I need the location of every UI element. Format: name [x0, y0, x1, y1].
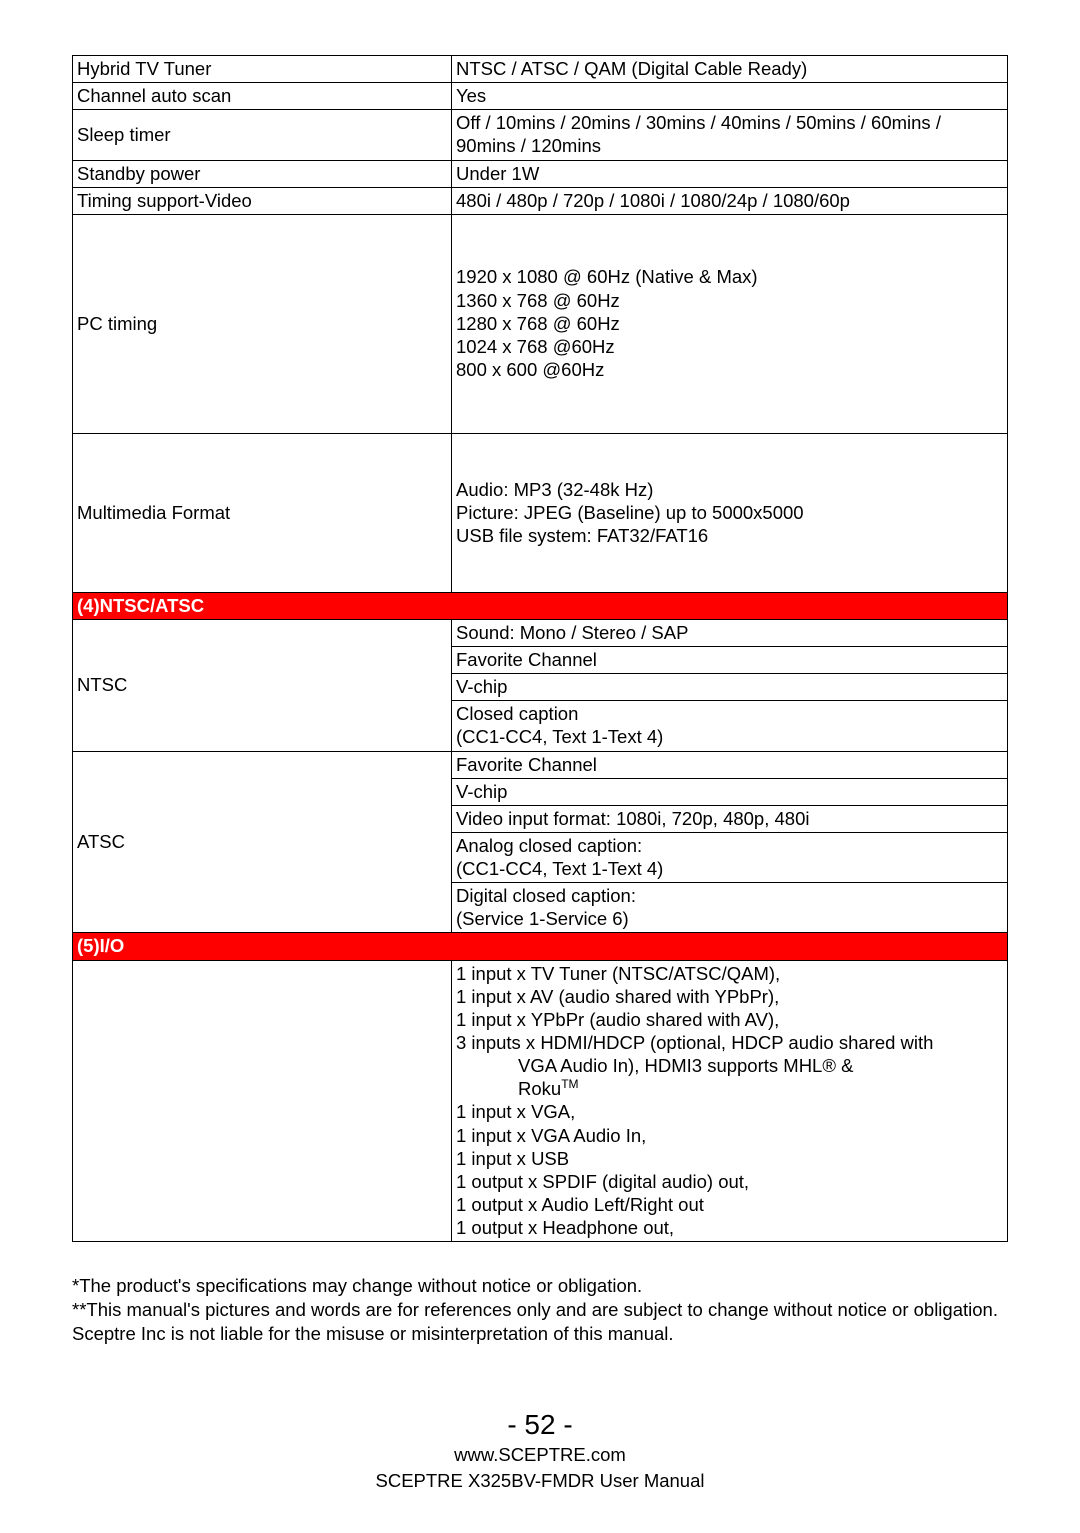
- io-line: 1 output x Headphone out,: [456, 1217, 674, 1238]
- io-line: 1 input x TV Tuner (NTSC/ATSC/QAM),: [456, 963, 780, 984]
- spec-value: Yes: [452, 83, 1008, 110]
- spec-value: Digital closed caption: (Service 1-Servi…: [452, 883, 1008, 933]
- section-header-io: (5)I/O: [73, 933, 1008, 960]
- footnotes: *The product's specifications may change…: [72, 1274, 1008, 1346]
- table-row: Standby power Under 1W: [73, 160, 1008, 187]
- footnote-line: *The product's specifications may change…: [72, 1274, 1008, 1298]
- section-header-ntsc-atsc: (4)NTSC/ATSC: [73, 592, 1008, 619]
- spec-value: Video input format: 1080i, 720p, 480p, 4…: [452, 805, 1008, 832]
- spec-value: Favorite Channel: [452, 647, 1008, 674]
- io-roku: Roku: [518, 1078, 561, 1099]
- table-row: ATSC Favorite Channel: [73, 751, 1008, 778]
- spec-value: Off / 10mins / 20mins / 30mins / 40mins …: [452, 110, 1008, 160]
- spec-value: Under 1W: [452, 160, 1008, 187]
- footnote-line: **This manual's pictures and words are f…: [72, 1298, 1008, 1346]
- section-title: (4)NTSC/ATSC: [73, 592, 1008, 619]
- io-line: 1 input x AV (audio shared with YPbPr),: [456, 986, 779, 1007]
- table-row: Sleep timer Off / 10mins / 20mins / 30mi…: [73, 110, 1008, 160]
- spec-value: Favorite Channel: [452, 751, 1008, 778]
- spec-value: 1920 x 1080 @ 60Hz (Native & Max) 1360 x…: [452, 214, 1008, 433]
- footer-manual: SCEPTRE X325BV-FMDR User Manual: [0, 1469, 1080, 1493]
- io-line: 3 inputs x HDMI/HDCP (optional, HDCP aud…: [456, 1032, 933, 1053]
- page-footer: - 52 - www.SCEPTRE.com SCEPTRE X325BV-FM…: [0, 1409, 1080, 1493]
- spec-value: Closed caption (CC1-CC4, Text 1-Text 4): [452, 701, 1008, 751]
- spec-label: Sleep timer: [73, 110, 452, 160]
- table-row: PC timing 1920 x 1080 @ 60Hz (Native & M…: [73, 214, 1008, 433]
- page: Hybrid TV Tuner NTSC / ATSC / QAM (Digit…: [0, 0, 1080, 1533]
- section-title: (5)I/O: [73, 933, 1008, 960]
- io-line: 1 input x USB: [456, 1148, 569, 1169]
- spec-table: Hybrid TV Tuner NTSC / ATSC / QAM (Digit…: [72, 55, 1008, 1242]
- spec-label: PC timing: [73, 214, 452, 433]
- io-line: 1 output x Audio Left/Right out: [456, 1194, 704, 1215]
- spec-label: [73, 960, 452, 1242]
- table-row: Multimedia Format Audio: MP3 (32-48k Hz)…: [73, 433, 1008, 592]
- io-line: 1 input x VGA Audio In,: [456, 1125, 646, 1146]
- io-line-indent: VGA Audio In), HDMI3 supports MHL® &: [456, 1054, 1003, 1077]
- spec-label: ATSC: [73, 751, 452, 933]
- io-line: 1 input x YPbPr (audio shared with AV),: [456, 1009, 779, 1030]
- table-row: Channel auto scan Yes: [73, 83, 1008, 110]
- table-row: Timing support-Video 480i / 480p / 720p …: [73, 187, 1008, 214]
- page-number: - 52 -: [0, 1409, 1080, 1441]
- table-row: NTSC Sound: Mono / Stereo / SAP: [73, 619, 1008, 646]
- spec-label: Multimedia Format: [73, 433, 452, 592]
- io-line-indent: RokuTM: [456, 1077, 1003, 1100]
- trademark-superscript: TM: [561, 1077, 578, 1091]
- spec-label: Standby power: [73, 160, 452, 187]
- spec-label: NTSC: [73, 619, 452, 751]
- io-line: 1 input x VGA,: [456, 1101, 575, 1122]
- spec-label: Channel auto scan: [73, 83, 452, 110]
- footer-url: www.SCEPTRE.com: [0, 1443, 1080, 1467]
- io-line: 1 output x SPDIF (digital audio) out,: [456, 1171, 749, 1192]
- spec-label: Timing support-Video: [73, 187, 452, 214]
- spec-value: 1 input x TV Tuner (NTSC/ATSC/QAM), 1 in…: [452, 960, 1008, 1242]
- spec-value: Analog closed caption: (CC1-CC4, Text 1-…: [452, 832, 1008, 882]
- spec-value: Audio: MP3 (32-48k Hz) Picture: JPEG (Ba…: [452, 433, 1008, 592]
- table-row: Hybrid TV Tuner NTSC / ATSC / QAM (Digit…: [73, 56, 1008, 83]
- spec-value: Sound: Mono / Stereo / SAP: [452, 619, 1008, 646]
- spec-value: NTSC / ATSC / QAM (Digital Cable Ready): [452, 56, 1008, 83]
- spec-label: Hybrid TV Tuner: [73, 56, 452, 83]
- spec-value: V-chip: [452, 674, 1008, 701]
- spec-value: V-chip: [452, 778, 1008, 805]
- table-row: 1 input x TV Tuner (NTSC/ATSC/QAM), 1 in…: [73, 960, 1008, 1242]
- spec-value: 480i / 480p / 720p / 1080i / 1080/24p / …: [452, 187, 1008, 214]
